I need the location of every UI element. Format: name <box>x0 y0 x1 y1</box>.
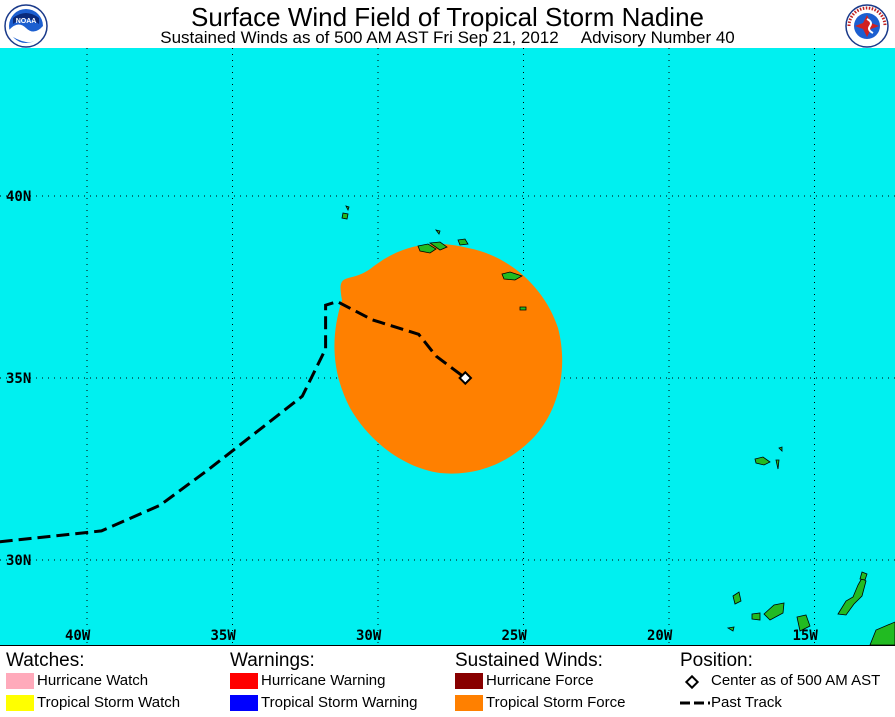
canary-island <box>732 591 742 605</box>
azores-island <box>345 205 350 212</box>
madeira-island <box>778 446 783 452</box>
winds-heading: Sustained Winds: <box>455 650 603 671</box>
nws-logo <box>845 4 889 48</box>
lat-tick-label: 35N <box>6 371 31 387</box>
hurricane-watch-label: Hurricane Watch <box>37 672 149 689</box>
lon-tick-label: 20W <box>647 628 673 644</box>
map-canvas: 40N 35N 30N 40W 35W 30W 25W 20W 15W <box>0 48 895 645</box>
lat-tick-label: 40N <box>6 189 31 205</box>
tropical-storm-watch-label: Tropical Storm Watch <box>37 694 181 711</box>
tropical-storm-warning-swatch <box>230 695 258 711</box>
tropical-storm-force-swatch <box>455 695 483 711</box>
madeira-island <box>775 459 780 470</box>
canary-island <box>751 612 761 621</box>
past-track <box>0 299 467 544</box>
noaa-logo: NOAA <box>4 4 48 48</box>
subtitle-advisory: Advisory Number 40 <box>580 28 735 47</box>
hurricane-watch-swatch <box>6 673 34 689</box>
past-track-dash-icon <box>680 701 710 705</box>
center-label: Center as of 500 AM AST <box>711 672 881 689</box>
hurricane-force-label: Hurricane Force <box>486 672 594 689</box>
page-subtitle: Sustained Winds as of 500 AM AST Fri Sep… <box>0 28 895 48</box>
canary-island-tenerife <box>763 602 785 621</box>
position-heading: Position: <box>680 650 753 671</box>
wind-field-map: 40N 35N 30N 40W 35W 30W 25W 20W 15W <box>0 48 895 645</box>
past-track-label: Past Track <box>711 694 782 711</box>
azores-island <box>501 271 523 281</box>
madeira-island <box>754 456 771 466</box>
lon-tick-label: 25W <box>502 628 528 644</box>
storm-center-marker <box>458 370 473 386</box>
azores-island <box>435 229 441 235</box>
center-diamond-icon <box>684 674 700 690</box>
watches-heading: Watches: <box>6 650 85 671</box>
hurricane-warning-swatch <box>230 673 258 689</box>
axis-labels: 40N 35N 30N 40W 35W 30W 25W 20W 15W <box>6 189 818 644</box>
lon-tick-label: 35W <box>211 628 237 644</box>
tropical-storm-force-wind-field <box>334 244 563 474</box>
lat-tick-label: 30N <box>6 553 31 569</box>
tropical-storm-warning-label: Tropical Storm Warning <box>261 694 418 711</box>
page-title: Surface Wind Field of Tropical Storm Nad… <box>191 2 704 32</box>
hurricane-force-swatch <box>455 673 483 689</box>
subtitle-time: Sustained Winds as of 500 AM AST Fri Sep… <box>160 28 559 47</box>
azores-island <box>519 306 527 311</box>
noaa-logo-text: NOAA <box>16 18 37 25</box>
azores-island <box>341 212 349 220</box>
lon-tick-label: 40W <box>65 628 91 644</box>
land-masses <box>341 205 895 645</box>
hurricane-warning-label: Hurricane Warning <box>261 672 386 689</box>
african-coast <box>869 621 895 645</box>
canary-island <box>726 626 735 632</box>
tropical-storm-watch-swatch <box>6 695 34 711</box>
header: Surface Wind Field of Tropical Storm Nad… <box>0 0 895 48</box>
tropical-storm-force-label: Tropical Storm Force <box>486 694 626 711</box>
azores-island <box>428 241 448 251</box>
lon-tick-label: 30W <box>356 628 382 644</box>
legend: Watches: Hurricane Watch Tropical Storm … <box>0 645 895 717</box>
canary-island-lanzarote <box>859 571 868 581</box>
warnings-heading: Warnings: <box>230 650 315 671</box>
canary-island-gran-canaria <box>796 614 811 632</box>
lon-tick-label: 15W <box>793 628 819 644</box>
azores-island <box>457 238 469 246</box>
azores-island <box>417 243 437 254</box>
